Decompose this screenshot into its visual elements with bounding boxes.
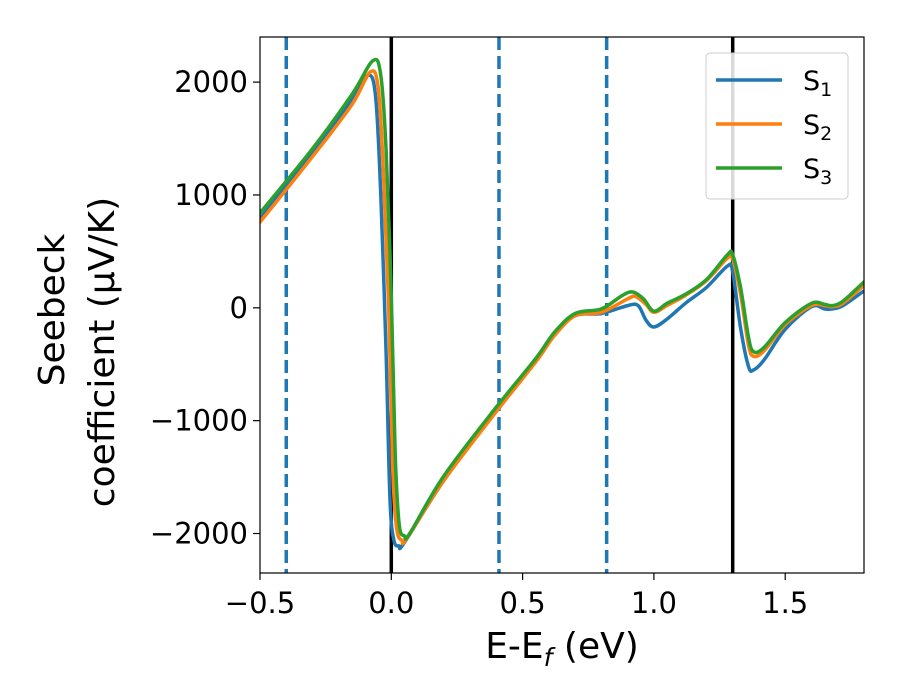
series-line-S3 [260,57,864,541]
series-line-S1 [260,73,864,551]
x-tick-label: 1.5 [762,586,808,620]
legend-frame [705,52,849,200]
x-axis: −0.5 0.0 0.5 1.0 1.5 [225,573,808,620]
y-axis: −2000 −1000 0 1000 2000 [150,65,260,551]
series-line-S2 [260,69,864,546]
legend-label-S3: S3 [803,154,832,189]
y-axis-title: Seebeck coefficient (μV/K) [32,197,123,507]
y-tick-label: −2000 [150,517,248,551]
x-tick-label: −0.5 [225,586,295,620]
x-tick-label: 0.0 [368,586,414,620]
x-tick-label: 0.5 [500,586,546,620]
legend-label-S2: S2 [803,110,832,145]
x-tick-label: 1.0 [631,586,677,620]
y-tick-label: 1000 [174,178,248,212]
plot-frame [259,36,865,574]
x-axis-title: E-Ef (eV) [485,626,639,672]
y-tick-label: −1000 [150,404,248,438]
y-axis-title-line1: Seebeck [32,233,73,386]
legend-label-S1: S1 [803,66,832,101]
y-tick-label: 0 [230,291,248,325]
legend: S1 S2 S3 [705,52,849,200]
y-tick-label: 2000 [174,65,248,99]
y-axis-title-line2: coefficient (μV/K) [82,197,123,507]
series-lines [260,57,864,551]
